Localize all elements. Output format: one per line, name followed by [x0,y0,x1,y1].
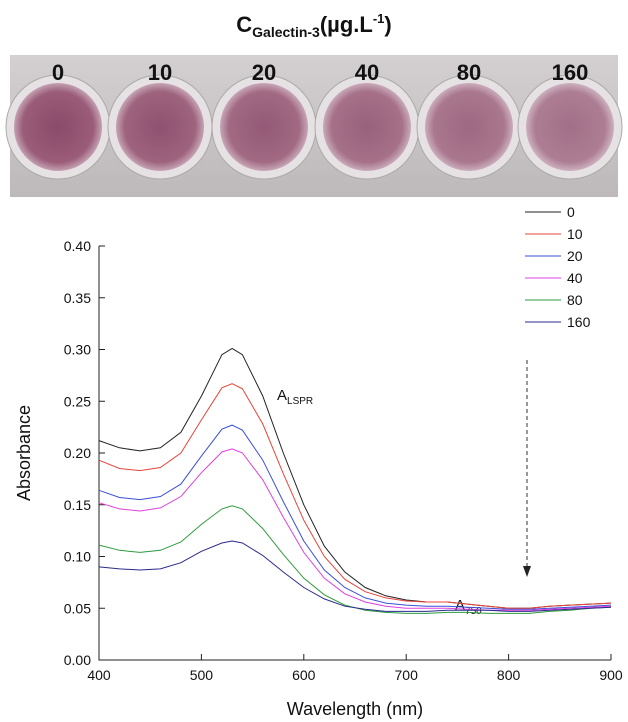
arrow-head [523,566,531,577]
x-tick-label: 500 [190,667,214,683]
y-tick-label: 0.25 [64,393,91,409]
title-sub: Galectin-3 [252,24,320,40]
legend-label: 160 [567,314,591,330]
well [526,83,614,171]
well-plate-photo [5,55,623,197]
annotation-750: A750 [455,597,482,617]
y-tick-label: 0.00 [64,652,91,668]
x-tick-label: 600 [292,667,316,683]
annotation-lspr: ALSPR [277,387,313,407]
spectrum-line [98,540,612,612]
title-close: ) [384,12,391,37]
x-tick-label: 800 [497,667,521,683]
legend-label: 10 [567,226,583,242]
well [425,83,513,171]
well [220,83,308,171]
legend-label: 80 [567,292,583,308]
annotation-base: A [455,597,465,614]
photo-title: CGalectin-3(µg.L-1) [236,11,391,40]
legend-label: 0 [567,204,575,220]
legend-label: 20 [567,248,583,264]
legend-label: 40 [567,270,583,286]
annotation-base: A [277,387,287,404]
spectrum-line [98,424,612,610]
concentration-label: 40 [355,60,379,85]
y-axis-label: Absorbance [14,405,34,501]
concentration-label: 80 [457,60,481,85]
well [116,83,204,171]
y-tick-label: 0.15 [64,497,91,513]
concentration-label: 160 [552,60,589,85]
title-base: C [236,12,252,37]
y-tick-label: 0.30 [64,342,91,358]
spectrum-line [98,505,612,614]
x-axis-label: Wavelength (nm) [287,699,423,719]
well [14,83,102,171]
spectrum-line [98,383,612,609]
title-sup: -1 [373,11,385,26]
y-tick-label: 0.35 [64,290,91,306]
annotation-sub: 750 [465,606,482,617]
spectrum-line [98,347,612,609]
x-tick-label: 700 [395,667,419,683]
annotation-sub: LSPR [287,396,313,407]
x-tick-label: 400 [87,667,111,683]
y-tick-label: 0.05 [64,600,91,616]
y-tick-label: 0.40 [64,238,91,254]
y-tick-label: 0.20 [64,445,91,461]
spectrum-line [98,448,612,611]
concentration-label: 10 [148,60,172,85]
y-tick-label: 0.10 [64,549,91,565]
concentration-label: 20 [252,60,276,85]
title-unit: (µg.L [320,12,373,37]
x-tick-label: 900 [599,667,623,683]
well [323,83,411,171]
concentration-label: 0 [52,60,64,85]
